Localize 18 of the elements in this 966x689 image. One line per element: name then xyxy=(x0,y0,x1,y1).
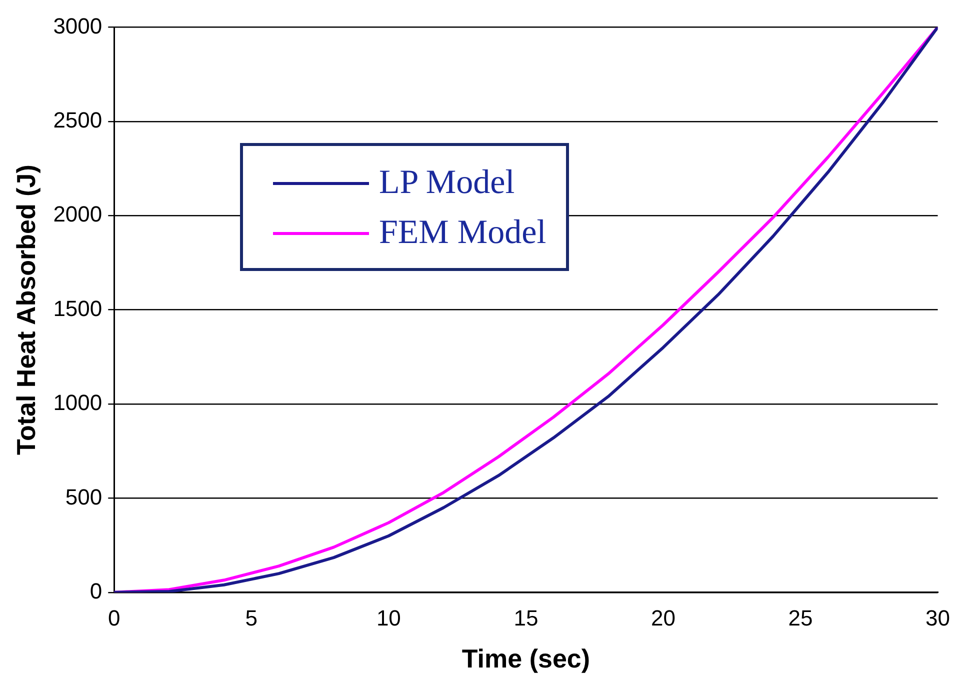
legend-label: FEM Model xyxy=(379,213,546,253)
y-tick-label: 3000 xyxy=(53,13,102,38)
y-axis-title: Total Heat Absorbed (J) xyxy=(10,164,41,455)
x-tick-label: 30 xyxy=(926,606,950,631)
x-tick-label: 15 xyxy=(514,606,538,631)
legend-label: LP Model xyxy=(379,163,515,203)
x-tick-label: 0 xyxy=(108,606,120,631)
y-tick-label: 2000 xyxy=(53,202,102,227)
y-tick-label: 1500 xyxy=(53,296,102,321)
y-tick-label: 2500 xyxy=(53,107,102,132)
x-tick-label: 25 xyxy=(788,606,813,631)
x-axis-title: Time (sec) xyxy=(462,644,590,674)
x-tick-label: 20 xyxy=(650,606,676,631)
x-tick-label: 5 xyxy=(245,606,258,631)
x-tick-label: 10 xyxy=(376,606,401,631)
y-tick-label: 500 xyxy=(65,484,102,510)
y-tick-label: 0 xyxy=(90,578,102,604)
y-tick-label: 1000 xyxy=(53,390,102,416)
